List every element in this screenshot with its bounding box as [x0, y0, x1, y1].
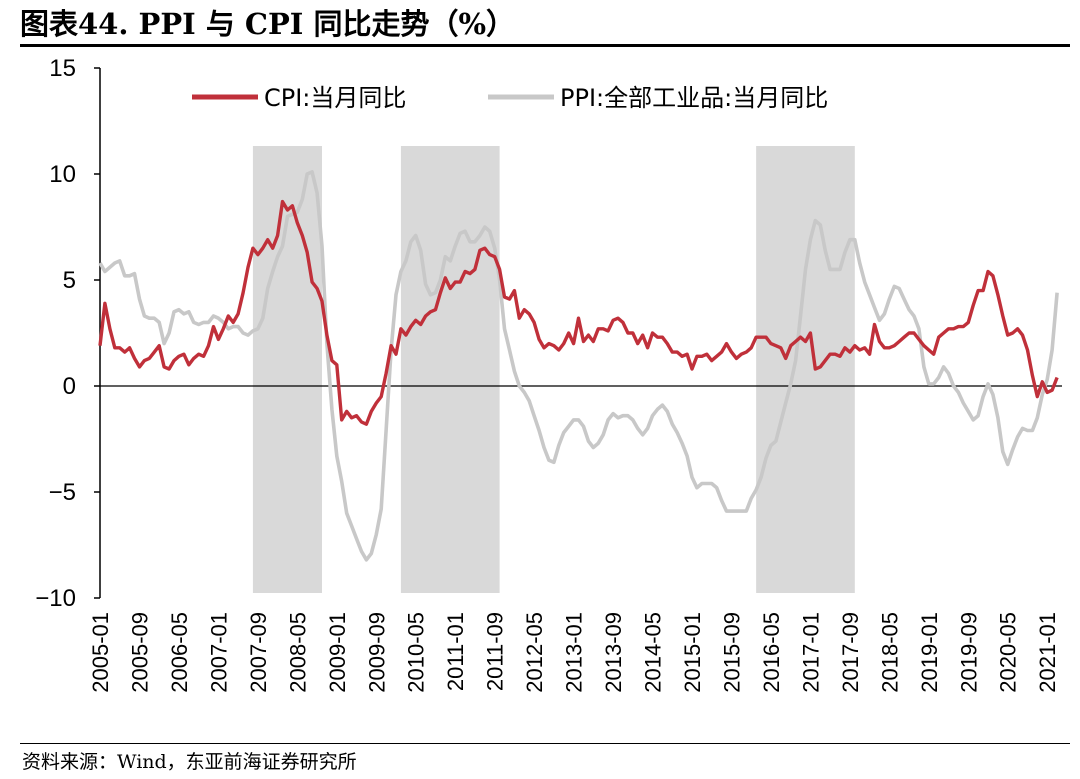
legend-ppi-label: PPI:全部工业品:当月同比	[560, 84, 828, 112]
x-tick-label: 2005-01	[88, 612, 113, 693]
x-tick-label: 2005-09	[127, 612, 152, 693]
x-tick-label: 2009-01	[325, 612, 350, 693]
shaded-periods	[252, 146, 855, 593]
x-tick-label: 2013-01	[562, 612, 587, 693]
title-underline	[20, 44, 1070, 47]
y-tick-labels: 15 10 5 0 −5 −10	[35, 55, 76, 612]
legend: CPI:当月同比 PPI:全部工业品:当月同比	[192, 84, 828, 112]
y-tick-label: 0	[63, 373, 76, 400]
x-tick-label: 2018-05	[877, 612, 902, 693]
x-tick-label: 2007-01	[206, 612, 231, 693]
x-tick-label: 2017-09	[838, 612, 863, 693]
x-tick-labels: 2005-01 2005-09 2006-05 2007-01 2007-09 2008-…	[88, 612, 1060, 693]
ppi-line	[98, 170, 1059, 562]
x-tick-label: 2009-09	[364, 612, 389, 693]
x-tick-label: 2016-05	[759, 612, 784, 693]
x-tick-label: 2015-09	[719, 612, 744, 693]
x-tick-label: 2010-05	[404, 612, 429, 693]
x-tick-label: 2019-01	[917, 612, 942, 693]
shaded-period-1	[252, 146, 322, 593]
x-tick-label: 2013-09	[601, 612, 626, 693]
x-tick-label: 2021-01	[1035, 612, 1060, 693]
x-tick-label: 2017-01	[798, 612, 823, 693]
y-tick-label: −10	[35, 585, 76, 612]
axes	[94, 67, 101, 599]
y-tick-label: 15	[49, 55, 76, 82]
shaded-period-2	[400, 146, 500, 593]
x-tick-label: 2019-09	[956, 612, 981, 693]
x-tick-label: 2006-05	[167, 612, 192, 693]
x-tick-label: 2015-01	[680, 612, 705, 693]
x-tick-label: 2011-09	[483, 612, 508, 691]
source-note: 资料来源：Wind，东亚前海证券研究所	[22, 751, 357, 773]
x-tick-label: 2008-05	[285, 612, 310, 693]
footer-divider	[20, 743, 1070, 744]
y-tick-label: 10	[49, 161, 76, 188]
y-tick-label: 5	[63, 267, 76, 294]
x-tick-label: 2011-01	[443, 612, 468, 691]
series-lines	[98, 170, 1059, 562]
cpi-line	[98, 199, 1059, 426]
x-tick-label: 2020-05	[996, 612, 1021, 693]
legend-cpi-label: CPI:当月同比	[264, 84, 406, 112]
y-tick-label: −5	[49, 479, 76, 506]
x-tick-label: 2007-09	[246, 612, 271, 693]
chart-title: 图表44. PPI 与 CPI 同比走势（%）	[20, 7, 516, 41]
x-tick-label: 2014-05	[641, 612, 666, 693]
shaded-period-3	[756, 146, 855, 593]
x-tick-label: 2012-05	[522, 612, 547, 693]
